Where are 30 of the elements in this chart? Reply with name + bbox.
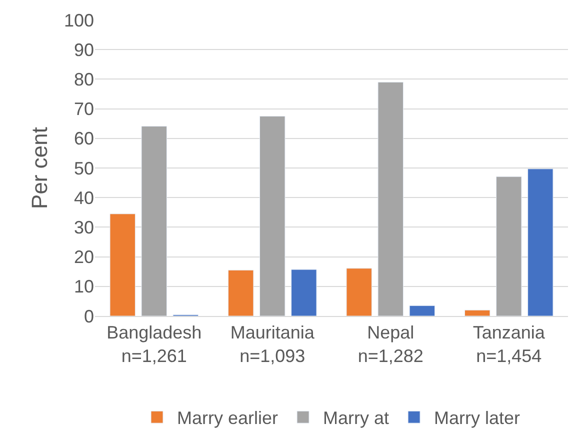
legend-label: Marry earlier [177,408,278,428]
x-tick-label: Mauritania n=1,093 [230,322,316,366]
y-tick-label: 30 [74,218,94,238]
x-tick-label: Nepal n=1,282 [358,322,424,366]
bar [409,305,436,316]
bar [141,126,167,316]
bar [528,168,554,316]
bar [496,176,522,316]
legend-label: Marry later [434,408,520,428]
bar [464,310,490,316]
bar [346,268,372,316]
legend-label: Marry at [323,408,390,428]
y-tick-label: 10 [74,276,94,297]
y-tick-label: 100 [64,10,94,30]
x-tick-label: Bangladesh n=1,261 [106,322,202,366]
y-tick-label: 80 [74,70,94,90]
bar [228,270,254,316]
y-tick-label: 90 [74,40,94,60]
y-tick-label: 20 [74,247,94,268]
y-tick-label: 70 [74,99,94,120]
y-tick-label: 0 [84,306,94,326]
y-tick-label: 40 [74,188,94,208]
y-tick-label: 60 [74,128,94,149]
bar [378,82,404,316]
y-tick-label: 50 [74,158,94,178]
x-tick-label: Tanzania n=1,454 [472,322,546,366]
bar [291,269,317,316]
bar [110,214,136,316]
y-axis-title: Per cent [26,127,52,209]
bar [260,116,286,316]
